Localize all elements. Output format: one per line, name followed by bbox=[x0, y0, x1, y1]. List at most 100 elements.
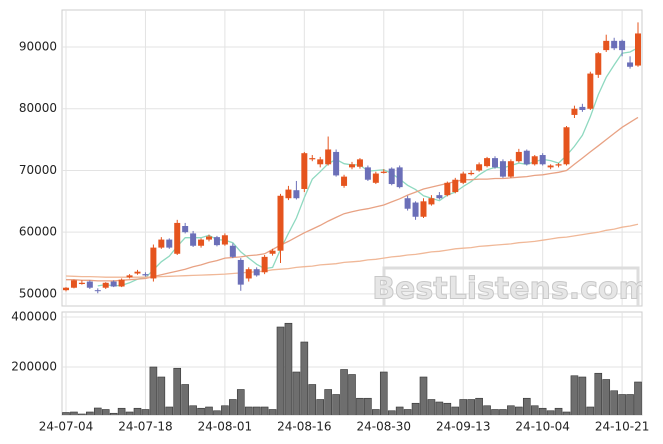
volume-bar bbox=[62, 412, 70, 415]
candle-body bbox=[198, 239, 205, 246]
volume-bar bbox=[165, 406, 174, 415]
volume-bar bbox=[634, 381, 642, 415]
y-tick-label: 50000 bbox=[19, 286, 57, 300]
candle-body bbox=[515, 151, 522, 162]
volume-bar bbox=[507, 405, 515, 415]
y-tick-label: 400000 bbox=[11, 310, 57, 324]
candle-body bbox=[635, 33, 641, 66]
volume-bar bbox=[308, 384, 317, 415]
candle-body bbox=[309, 158, 316, 160]
volume-bar bbox=[316, 399, 325, 415]
candle-body bbox=[364, 167, 371, 180]
candle-body bbox=[293, 190, 300, 199]
candle-body bbox=[436, 195, 443, 199]
volume-bar bbox=[364, 397, 372, 415]
volume-bar bbox=[181, 384, 189, 415]
volume-bar bbox=[229, 399, 237, 415]
volume-bar bbox=[554, 407, 563, 415]
candle-body bbox=[166, 239, 173, 248]
candle-body bbox=[539, 155, 546, 165]
volume-bar bbox=[395, 406, 404, 415]
volume-bar bbox=[244, 406, 253, 415]
volume-bar bbox=[189, 405, 197, 415]
volume-bar bbox=[602, 379, 611, 415]
candle-body bbox=[468, 172, 475, 175]
volume-bar bbox=[451, 406, 460, 415]
candle-body bbox=[412, 202, 419, 217]
candle-body bbox=[396, 167, 403, 188]
volume-bar bbox=[491, 409, 499, 415]
volume-bar bbox=[78, 413, 86, 415]
y-tick-label: 70000 bbox=[19, 163, 57, 177]
candle-body bbox=[301, 153, 308, 189]
candle-body bbox=[603, 40, 610, 51]
volume-bar bbox=[205, 406, 213, 415]
volume-bar bbox=[268, 409, 277, 415]
volume-bar bbox=[157, 376, 166, 415]
candle-body bbox=[174, 222, 181, 254]
candle-body bbox=[237, 259, 244, 285]
candle-body bbox=[229, 245, 236, 257]
volume-bar bbox=[538, 407, 547, 415]
volume-bar bbox=[372, 409, 380, 415]
volume-bar bbox=[276, 326, 285, 415]
candle-body bbox=[499, 161, 506, 177]
volume-bar bbox=[221, 405, 229, 415]
candle-body bbox=[571, 108, 578, 115]
volume-bar bbox=[467, 399, 475, 415]
volume-bar bbox=[117, 407, 126, 415]
candle-body bbox=[213, 237, 220, 246]
volume-bar bbox=[213, 410, 221, 415]
volume-bar bbox=[586, 406, 595, 415]
candle-body bbox=[523, 150, 530, 165]
volume-bar bbox=[300, 341, 309, 415]
volume-bar bbox=[530, 405, 539, 415]
volume-bar bbox=[109, 412, 118, 415]
candle-body bbox=[380, 171, 387, 173]
candle-body bbox=[325, 149, 332, 165]
volume-bar bbox=[459, 399, 468, 415]
volume-bar bbox=[292, 371, 301, 415]
volume-bar bbox=[149, 366, 158, 415]
candle-body bbox=[94, 290, 101, 292]
candle-body bbox=[444, 182, 451, 196]
volume-bar bbox=[348, 374, 356, 415]
candle-body bbox=[277, 195, 284, 251]
candle-body bbox=[555, 164, 562, 166]
price-layer: BestListens.com bbox=[62, 10, 642, 306]
volume-bar bbox=[356, 397, 364, 415]
volume-bar bbox=[626, 394, 634, 415]
moving-average-line bbox=[66, 116, 639, 282]
candle-body bbox=[110, 281, 117, 287]
candle-body bbox=[86, 281, 93, 288]
candle-body bbox=[404, 198, 411, 209]
price-panel bbox=[61, 9, 643, 307]
candle-body bbox=[579, 106, 586, 110]
x-tick-label: 24-09-13 bbox=[436, 420, 490, 434]
candle-body bbox=[484, 158, 491, 167]
candle-body bbox=[460, 173, 467, 183]
x-tick-label: 24-10-21 bbox=[595, 420, 649, 434]
volume-bar bbox=[522, 397, 531, 415]
volume-layer bbox=[62, 312, 642, 415]
candle-body bbox=[70, 280, 77, 288]
volume-bar bbox=[546, 410, 555, 415]
volume-bar bbox=[141, 409, 150, 415]
volume-bar bbox=[324, 389, 332, 415]
volume-bar bbox=[133, 407, 142, 415]
volume-bar bbox=[86, 411, 94, 415]
volume-bar bbox=[499, 409, 507, 415]
candle-body bbox=[492, 158, 498, 168]
candle-body bbox=[531, 156, 538, 165]
volume-bar bbox=[610, 390, 618, 415]
volume-bar bbox=[284, 322, 293, 415]
candle-body bbox=[285, 189, 292, 199]
volume-bar bbox=[260, 406, 269, 415]
volume-bar bbox=[332, 394, 340, 415]
volume-bar bbox=[197, 407, 205, 415]
candle-body bbox=[349, 164, 355, 168]
candle-body bbox=[253, 269, 260, 276]
candle-body bbox=[372, 173, 379, 183]
